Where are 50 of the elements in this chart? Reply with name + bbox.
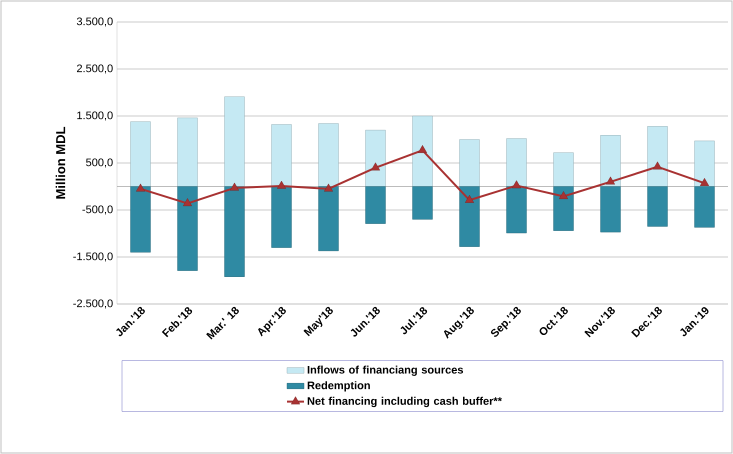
bar — [506, 186, 527, 234]
bar — [177, 186, 198, 271]
bar — [647, 126, 668, 187]
point — [512, 180, 522, 188]
y-tick-label: 1.500,0 — [77, 111, 113, 121]
y-tick-label: 2.500,0 — [76, 64, 113, 74]
bar — [130, 186, 151, 252]
point — [652, 162, 662, 170]
bar — [318, 186, 339, 252]
bar — [177, 118, 198, 187]
bar — [647, 186, 668, 227]
point — [558, 191, 568, 200]
bar — [224, 96, 245, 187]
bar — [506, 138, 527, 187]
bar — [600, 186, 621, 232]
y-tick-label: -1.500,0 — [73, 252, 113, 262]
point — [182, 198, 192, 206]
legend-label: Inflows of financiang sources — [308, 366, 464, 376]
bar — [271, 124, 292, 187]
point — [418, 145, 428, 154]
legend-label: Redemption — [308, 381, 370, 392]
bar — [412, 116, 433, 187]
point — [464, 194, 474, 203]
bar — [130, 121, 151, 187]
bar — [553, 186, 574, 231]
point — [276, 180, 286, 189]
y-tick-label: -500,0 — [82, 205, 113, 215]
legend-label: Net financing including cash buffer** — [308, 396, 502, 408]
bar — [412, 186, 433, 220]
bar — [459, 139, 480, 187]
bar — [694, 140, 715, 187]
point — [136, 184, 146, 192]
y-axis-title: Million MDL — [56, 126, 66, 199]
point — [370, 162, 380, 170]
bar — [318, 123, 339, 187]
y-tick-label: -2.500,0 — [73, 299, 113, 309]
point — [324, 184, 334, 192]
point — [230, 182, 240, 191]
bar — [459, 186, 480, 247]
bar — [553, 152, 574, 187]
bar — [600, 135, 621, 187]
bar — [224, 186, 245, 277]
point — [606, 176, 616, 184]
bar — [365, 130, 386, 187]
y-tick-label: 500,0 — [86, 158, 113, 168]
bar — [365, 186, 386, 224]
y-tick-label: 3.500,0 — [76, 17, 113, 27]
point — [700, 178, 710, 186]
bar — [694, 186, 715, 228]
bar — [271, 186, 292, 248]
